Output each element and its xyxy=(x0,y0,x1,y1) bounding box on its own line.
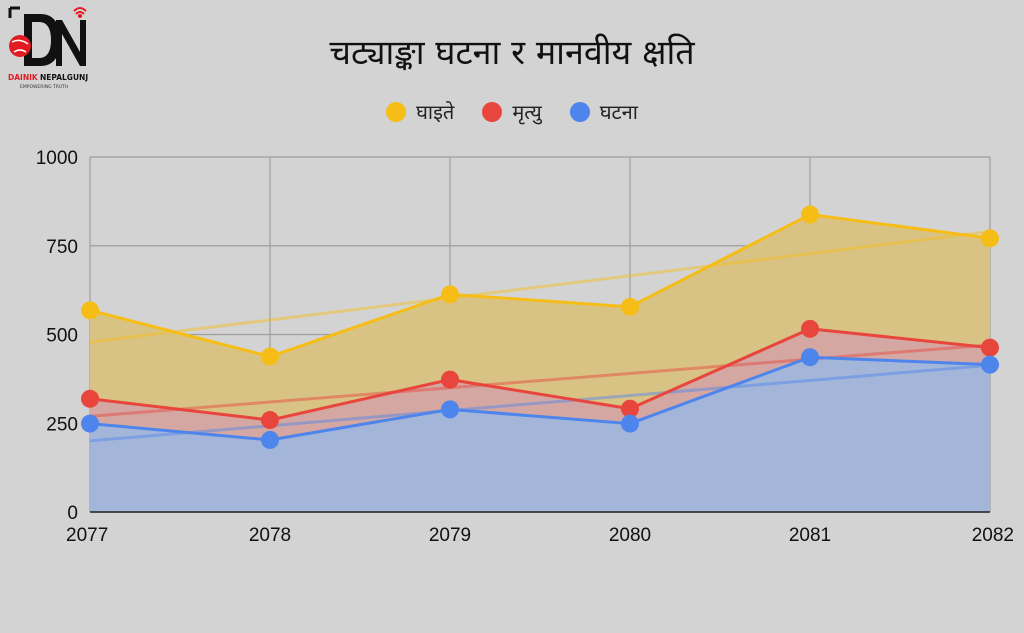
data-point xyxy=(441,370,459,389)
data-point xyxy=(981,355,999,374)
series-line-0 xyxy=(89,212,991,359)
legend-item-ghatana: घटना xyxy=(569,98,638,125)
chart-legend: घाइते मृत्यु घटना xyxy=(0,98,1024,125)
area-2 xyxy=(90,357,990,512)
y-tick-label: 750 xyxy=(46,237,78,258)
y-tick-label: 0 xyxy=(67,503,78,524)
x-tick-label: 2079 xyxy=(429,525,471,546)
data-point xyxy=(81,389,99,408)
logo-name-part1: DAINIK xyxy=(8,73,39,82)
legend-swatch-ghatana xyxy=(569,101,590,122)
legend-item-ghaite: घाइते xyxy=(386,98,454,125)
trendline-1 xyxy=(89,343,991,418)
data-point xyxy=(801,348,819,367)
y-tick-label: 250 xyxy=(46,414,78,435)
dainik-nepalgunj-logo: DAINIK NEPALGUNJ EMPOWERING TRUTH xyxy=(6,6,92,90)
data-point xyxy=(981,229,999,248)
x-tick-label: 2082 xyxy=(972,525,1014,546)
data-point xyxy=(81,301,99,320)
data-point xyxy=(261,347,279,366)
data-point xyxy=(801,205,819,224)
legend-swatch-mrityu xyxy=(482,101,503,122)
x-tick-label: 2077 xyxy=(66,525,108,546)
series-line-1 xyxy=(89,327,991,422)
data-point xyxy=(621,297,639,316)
data-point xyxy=(801,319,819,338)
series-line-2 xyxy=(89,355,991,442)
logo-tagline: EMPOWERING TRUTH xyxy=(20,84,68,90)
data-point xyxy=(981,338,999,357)
chart-title: चट्याङ्का घटना र मानवीय क्षति xyxy=(329,33,695,73)
trendline-0 xyxy=(89,230,991,344)
data-point xyxy=(261,430,279,449)
data-point xyxy=(261,411,279,430)
data-point xyxy=(81,414,99,433)
legend-label-ghaite: घाइते xyxy=(416,100,455,124)
y-tick-label: 1000 xyxy=(36,148,78,169)
legend-swatch-ghaite xyxy=(386,101,407,122)
data-point xyxy=(441,400,459,419)
x-tick-label: 2078 xyxy=(249,525,291,546)
trendline-2 xyxy=(89,363,991,443)
x-tick-label: 2080 xyxy=(609,525,651,546)
legend-item-mrityu: मृत्यु xyxy=(482,98,542,125)
data-point xyxy=(621,399,639,418)
data-point xyxy=(441,285,459,304)
logo-name-part2: NEPALGUNJ xyxy=(40,73,88,82)
y-tick-label: 500 xyxy=(46,326,78,347)
x-tick-label: 2081 xyxy=(789,525,831,546)
legend-label-ghatana: घटना xyxy=(599,100,638,124)
legend-label-mrityu: मृत्यु xyxy=(512,100,542,124)
data-point xyxy=(621,414,639,433)
